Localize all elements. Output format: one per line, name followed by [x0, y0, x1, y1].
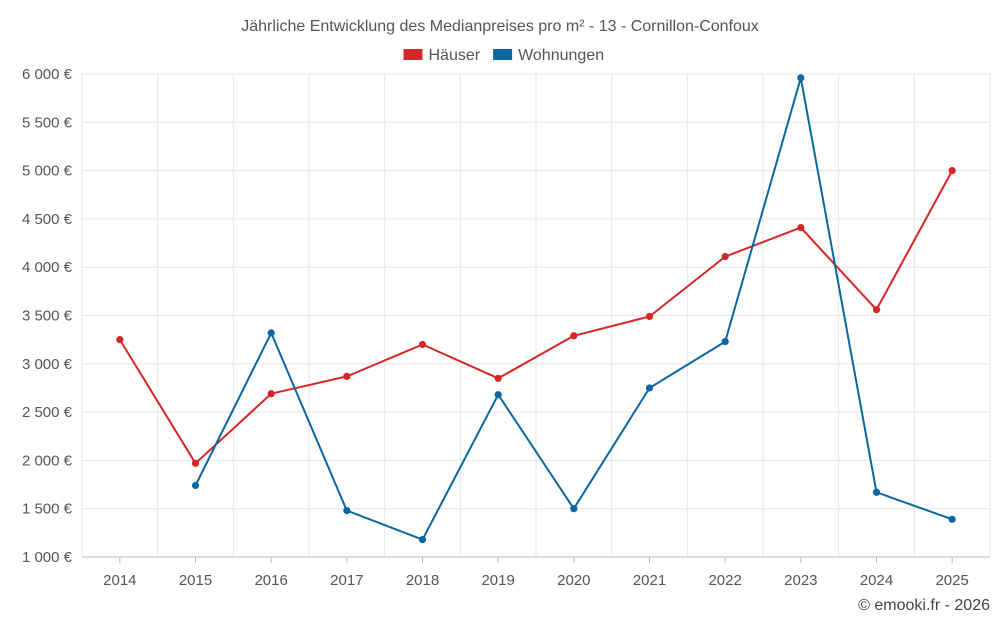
data-point-haeuser — [645, 312, 654, 321]
data-point-wohnungen — [721, 337, 729, 346]
legend-swatch-wohnungen — [493, 49, 513, 60]
data-point-haeuser — [872, 306, 881, 314]
y-tick-label: 1 000 € — [22, 549, 73, 566]
chart-title: Jährliche Entwicklung des Medianpreises … — [241, 18, 759, 35]
y-tick-label: 1 500 € — [22, 501, 73, 518]
data-point-wohnungen — [418, 536, 427, 544]
data-point-haeuser — [721, 252, 729, 261]
data-point-haeuser — [343, 372, 351, 380]
x-tick-label: 2024 — [860, 572, 893, 589]
legend-label-haeuser: Häuser — [429, 47, 481, 64]
data-point-haeuser — [948, 167, 956, 175]
x-tick-label: 2019 — [481, 572, 514, 589]
y-tick-label: 5 000 € — [22, 163, 73, 180]
series-line-haeuser — [118, 170, 954, 465]
x-tick-label: 2025 — [935, 572, 968, 589]
x-tick-label: 2014 — [103, 572, 136, 589]
x-axis: 2014 2015 2016 2017 2018 2019 2020 2021 2022 2023… — [103, 557, 969, 589]
y-tick-label: 4 500 € — [22, 211, 73, 228]
y-tick-label: 4 000 € — [22, 259, 73, 276]
data-point-haeuser — [267, 390, 275, 398]
legend-swatch-haeuser — [403, 49, 423, 60]
x-tick-label: 2016 — [254, 572, 287, 589]
y-tick-label: 3 000 € — [22, 356, 73, 373]
data-point-haeuser — [116, 336, 124, 344]
data-point-wohnungen — [797, 74, 805, 82]
data-point-haeuser — [797, 223, 805, 232]
data-point-haeuser — [191, 459, 200, 467]
data-point-haeuser — [570, 332, 578, 340]
data-point-wohnungen — [948, 515, 956, 523]
data-point-wohnungen — [872, 488, 881, 496]
data-point-wohnungen — [645, 384, 654, 392]
credit-text: © emooki.fr - 2026 — [858, 597, 990, 614]
x-tick-label: 2020 — [557, 572, 590, 589]
data-point-haeuser — [418, 340, 427, 349]
data-point-wohnungen — [191, 481, 200, 490]
x-tick-label: 2017 — [330, 572, 363, 589]
data-point-haeuser — [494, 374, 502, 382]
data-point-wohnungen — [494, 391, 502, 399]
legend-label-wohnungen: Wohnungen — [518, 47, 604, 64]
grid — [81, 73, 991, 558]
x-tick-label: 2023 — [784, 572, 817, 589]
x-tick-label: 2022 — [708, 572, 741, 589]
data-point-wohnungen — [570, 505, 578, 513]
y-axis: 1 000 € 1 500 € 2 000 € 2 500 € 3 000 € 3 500… — [22, 66, 73, 566]
x-tick-label: 2021 — [633, 572, 666, 589]
y-tick-label: 2 500 € — [22, 404, 73, 421]
x-tick-label: 2015 — [179, 572, 212, 589]
x-tick-label: 2018 — [406, 572, 439, 589]
y-tick-label: 2 000 € — [22, 452, 73, 469]
y-tick-label: 5 500 € — [22, 114, 73, 131]
series-group — [116, 74, 956, 544]
y-tick-label: 3 500 € — [22, 308, 73, 325]
legend: Häuser Wohnungen — [403, 47, 604, 64]
data-point-wohnungen — [267, 329, 275, 337]
data-point-wohnungen — [343, 507, 351, 515]
y-tick-label: 6 000 € — [22, 66, 73, 83]
